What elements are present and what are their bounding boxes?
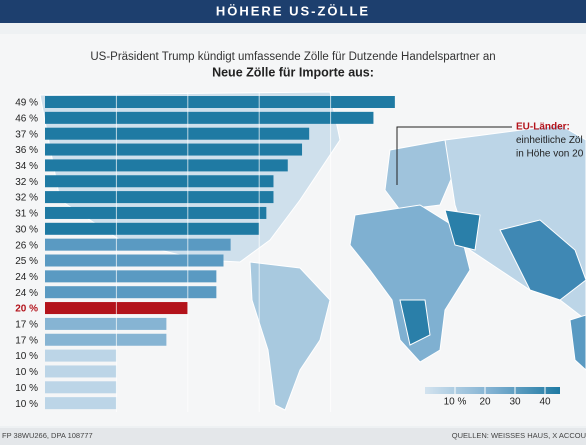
value-label: 10 %	[15, 367, 38, 378]
annotation-text: einheitliche Zöl	[516, 135, 583, 146]
legend-tick-label: 30	[509, 397, 521, 408]
bar	[45, 191, 274, 204]
bar	[45, 127, 310, 140]
value-label: 20 %	[15, 304, 38, 315]
value-label: 32 %	[15, 193, 38, 204]
chart-title: Neue Zölle für Importe aus:	[212, 65, 374, 79]
bar	[45, 159, 288, 172]
value-label: 10 %	[15, 351, 38, 362]
footer-band	[0, 428, 586, 445]
value-label: 26 %	[15, 240, 38, 251]
value-label: 17 %	[15, 320, 38, 331]
value-label: 24 %	[15, 288, 38, 299]
legend: 10 % 20 30 40	[444, 387, 551, 408]
bar	[45, 397, 117, 410]
value-label: 10 %	[15, 399, 38, 410]
value-label: 31 %	[15, 209, 38, 220]
value-label: 37 %	[15, 129, 38, 140]
header-band	[0, 0, 586, 23]
annotation-text: in Höhe von 20	[516, 149, 584, 160]
bar	[45, 238, 231, 251]
value-label: 36 %	[15, 145, 38, 156]
value-label: 49 %	[15, 98, 38, 109]
value-label: 30 %	[15, 224, 38, 235]
bar	[45, 349, 117, 362]
bar	[45, 286, 217, 299]
value-label: 32 %	[15, 177, 38, 188]
annotation-text: EU-Länder:	[516, 122, 570, 133]
legend-tick-label: 40	[539, 397, 551, 408]
value-label: 17 %	[15, 335, 38, 346]
value-label: 46 %	[15, 113, 38, 124]
annotation: EU-Länder: einheitliche Zöl in Höhe von 20	[516, 122, 584, 160]
bar	[45, 254, 224, 267]
value-label: 34 %	[15, 161, 38, 172]
bars: 49 % 46 % 37 % 36 % 34 % 32 % 32 % 31 % 30 % 26 %…	[15, 92, 395, 412]
footer-right: QUELLEN: WEISSES HAUS, X ACCOU	[452, 431, 586, 440]
bar	[45, 381, 117, 394]
annotation-line	[396, 126, 512, 185]
value-label: 25 %	[15, 256, 38, 267]
value-label: 10 %	[15, 383, 38, 394]
bar	[45, 206, 267, 219]
bar	[45, 222, 260, 235]
legend-tick-label: 10 %	[444, 397, 467, 408]
header-title: HÖHERE US-ZÖLLE	[216, 3, 370, 18]
bar	[45, 143, 303, 156]
legend-tick-label: 20	[479, 397, 491, 408]
bar	[45, 333, 167, 346]
bar	[45, 270, 217, 283]
subtitle: US-Präsident Trump kündigt umfassende Zö…	[90, 51, 495, 63]
footer-left: FP 38WU266, DPA 108777	[2, 431, 93, 440]
legend-bar	[425, 387, 560, 394]
bar	[45, 175, 274, 188]
bar	[45, 96, 395, 108]
bar	[45, 317, 167, 330]
bar	[45, 111, 374, 124]
value-label: 24 %	[15, 272, 38, 283]
bar	[45, 365, 117, 378]
